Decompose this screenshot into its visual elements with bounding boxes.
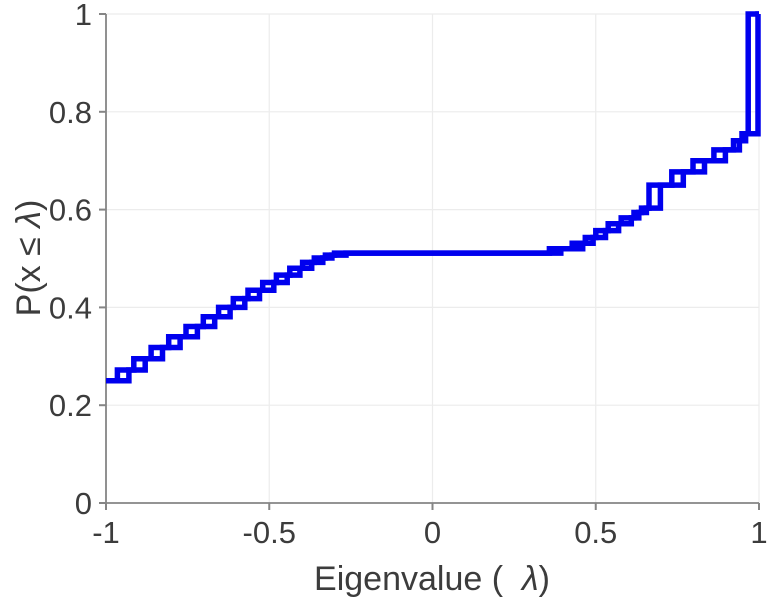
y-tick-label: 0.4: [49, 290, 92, 325]
tick-labels: -1 -0.5 0 0.5 1 0 0.2 0.4 0.6 0.8 1: [49, 0, 768, 550]
ecdf-step-line-2: [106, 11, 761, 384]
y-axis-label: P(x ≤ λ): [10, 200, 48, 317]
x-tick-label: 0.5: [574, 515, 617, 550]
y-tick-label: 0.8: [49, 95, 92, 130]
gridlines: [106, 13, 760, 503]
x-axis-label: Eigenvalue ( λ): [314, 560, 550, 598]
axes: [99, 13, 760, 510]
x-tick-label: -0.5: [243, 515, 296, 550]
y-tick-label: 1: [75, 0, 92, 32]
x-tick-label: 1: [750, 515, 767, 550]
y-tick-label: 0.6: [49, 193, 92, 228]
ecdf-series: [106, 11, 761, 384]
y-tick-label: 0.2: [49, 388, 92, 423]
x-tick-label: 0: [424, 515, 441, 550]
x-tick-label: -1: [92, 515, 120, 550]
y-tick-label: 0: [75, 486, 92, 521]
